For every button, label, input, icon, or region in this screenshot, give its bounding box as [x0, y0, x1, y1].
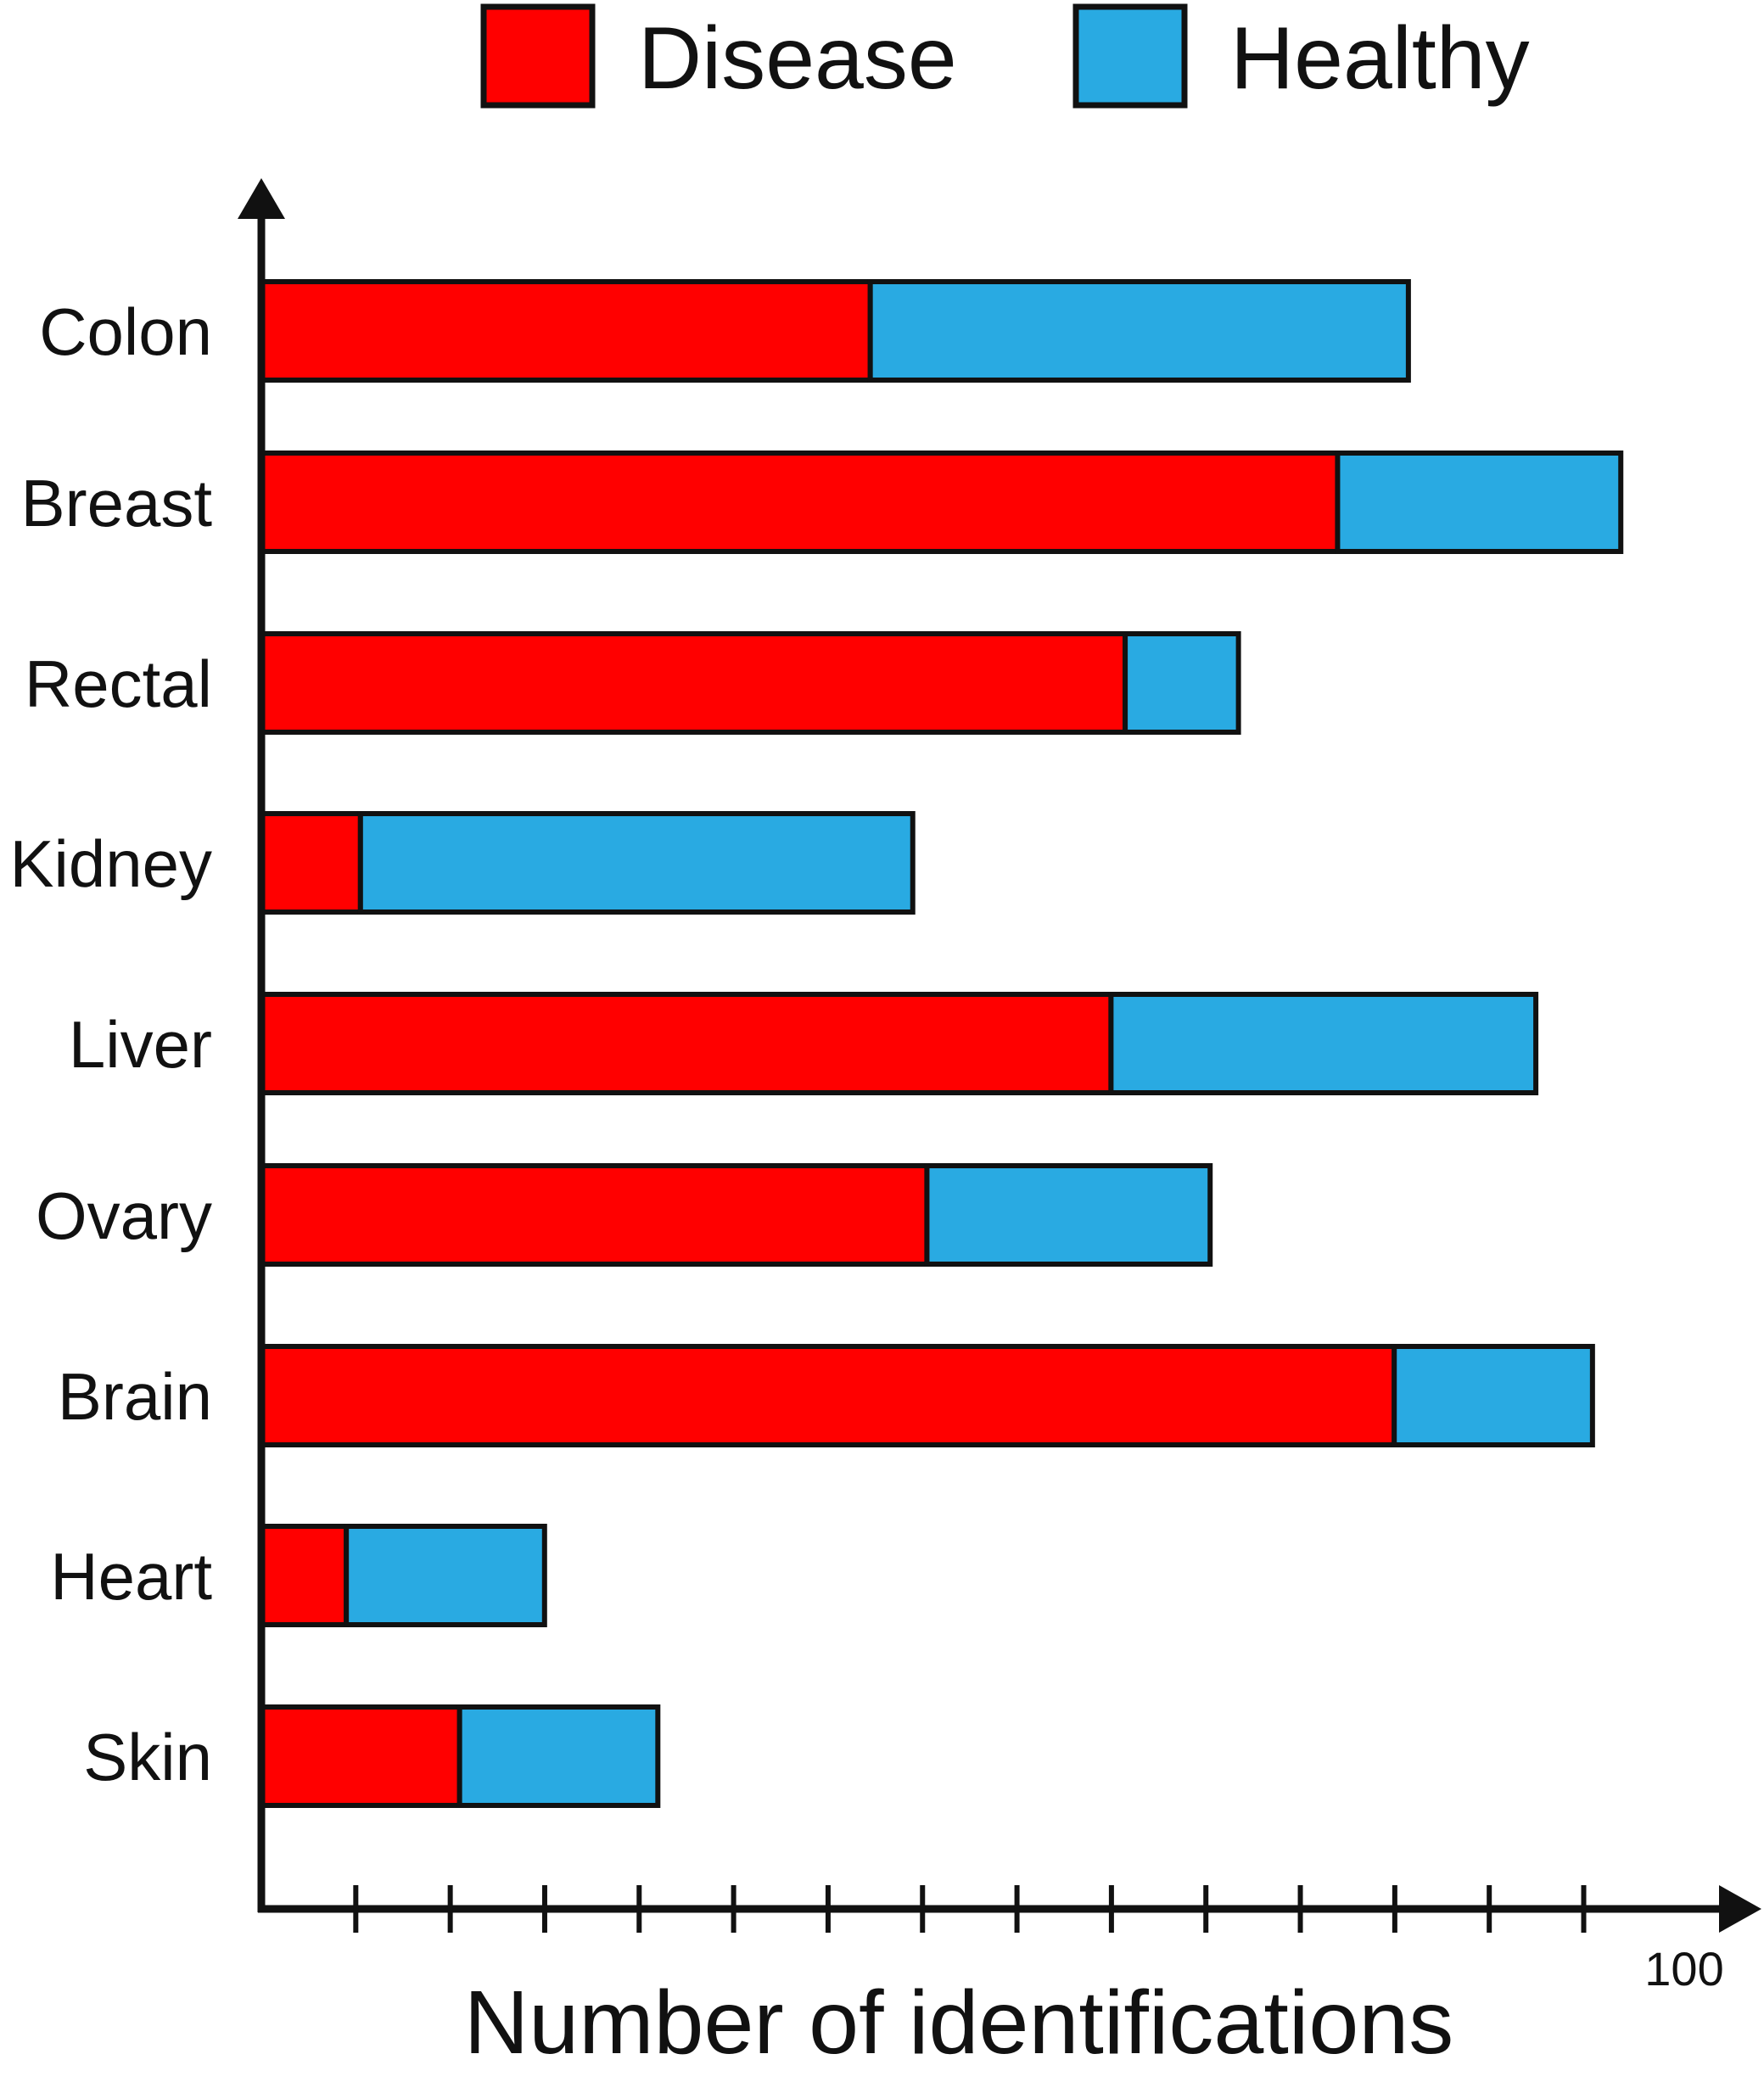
bar-disease-liver [259, 992, 1114, 1095]
category-label-rectal: Rectal [25, 646, 212, 721]
bar-disease-rectal [259, 631, 1128, 735]
bar-healthy-brain [1392, 1344, 1595, 1447]
category-label-breast: Breast [21, 466, 213, 540]
bar-healthy-heart [344, 1524, 547, 1627]
category-label-heart: Heart [50, 1539, 212, 1614]
legend-label-disease: Disease [638, 9, 957, 108]
bar-disease-heart [259, 1524, 350, 1627]
x-axis-title: Number of identifications [464, 1973, 1454, 2073]
category-labels: Colon Breast Rectal Kidney Liver Ovary Brain He… [10, 294, 213, 1794]
x-axis-arrow-icon [1719, 1885, 1761, 1933]
bar-healthy-skin [456, 1704, 661, 1808]
bars [259, 279, 1624, 1808]
bar-disease-ovary [259, 1163, 930, 1267]
bar-disease-breast [259, 451, 1341, 554]
x-tick-label: 100 [1644, 1942, 1723, 1995]
legend: Disease Healthy [480, 3, 1530, 109]
y-axis-arrow-icon [238, 178, 285, 219]
x-axis-ticks: 100 [353, 1885, 1724, 1995]
bar-healthy-kidney [357, 811, 916, 915]
bar-healthy-ovary [924, 1163, 1213, 1267]
category-label-colon: Colon [39, 294, 212, 369]
legend-label-healthy: Healthy [1230, 9, 1530, 108]
legend-swatch-disease [480, 3, 596, 109]
bar-healthy-breast [1335, 451, 1624, 554]
bar-healthy-rectal [1123, 631, 1241, 735]
bar-disease-colon [259, 279, 873, 383]
bar-disease-skin [259, 1704, 462, 1808]
bar-disease-brain [259, 1344, 1397, 1447]
bar-healthy-liver [1108, 992, 1539, 1095]
axes [238, 178, 1761, 1933]
category-label-liver: Liver [69, 1007, 212, 1082]
bar-disease-kidney [259, 811, 363, 915]
category-label-brain: Brain [58, 1359, 212, 1434]
bar-healthy-colon [867, 279, 1411, 383]
category-label-ovary: Ovary [36, 1178, 212, 1253]
category-label-skin: Skin [83, 1720, 212, 1794]
category-label-kidney: Kidney [10, 826, 213, 901]
legend-swatch-healthy [1072, 3, 1188, 109]
